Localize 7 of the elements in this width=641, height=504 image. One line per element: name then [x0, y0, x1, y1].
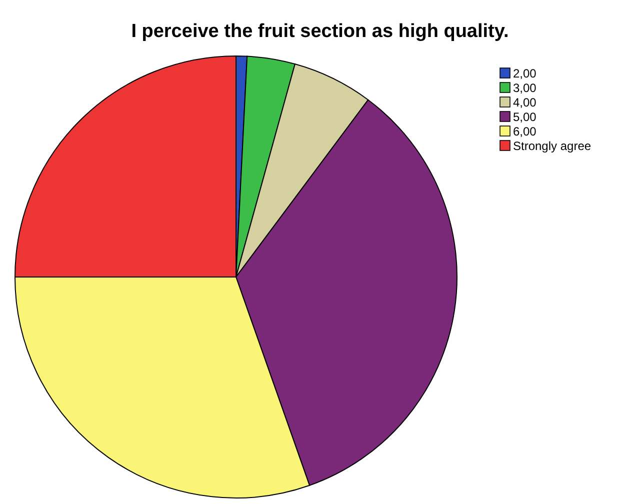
legend-label: 5,00 — [513, 110, 537, 124]
legend-label: 4,00 — [513, 96, 537, 110]
chart-title: I perceive the fruit section as high quality. — [131, 21, 509, 42]
legend-label: 3,00 — [513, 81, 537, 95]
legend-label: Strongly agree — [513, 139, 592, 153]
legend-label: 2,00 — [513, 66, 537, 80]
legend-label: 6,00 — [513, 124, 537, 138]
